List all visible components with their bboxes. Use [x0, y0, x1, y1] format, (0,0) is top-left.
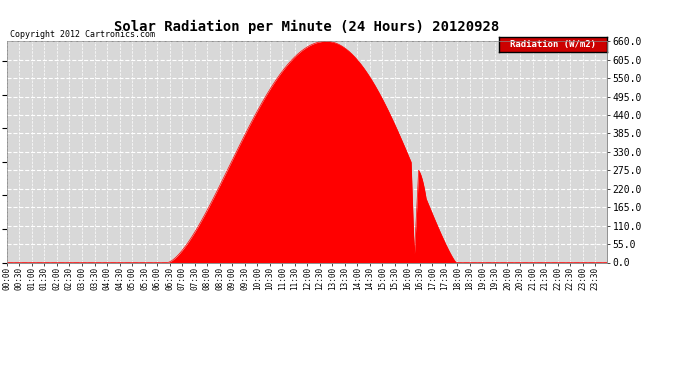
- Title: Solar Radiation per Minute (24 Hours) 20120928: Solar Radiation per Minute (24 Hours) 20…: [115, 20, 500, 34]
- Text: Copyright 2012 Cartronics.com: Copyright 2012 Cartronics.com: [10, 30, 155, 39]
